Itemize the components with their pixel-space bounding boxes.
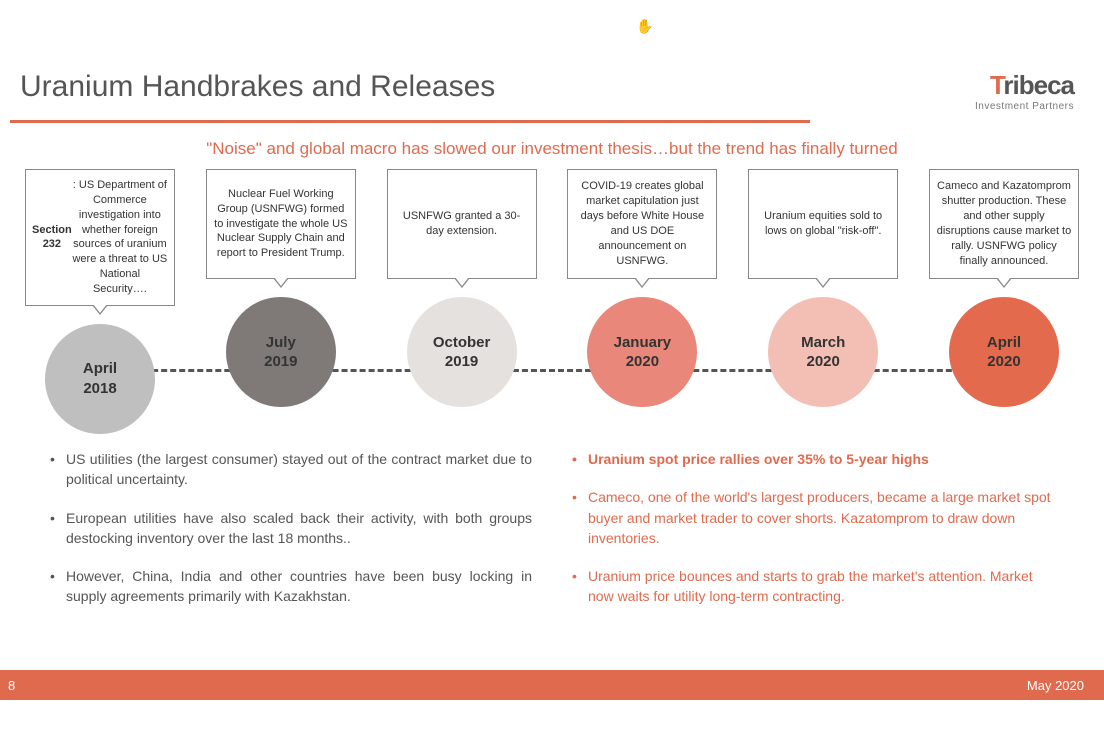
- bullet-item: Uranium price bounces and starts to grab…: [572, 566, 1054, 607]
- event-callout: USNFWG granted a 30- day extension.: [387, 169, 537, 279]
- timeline-event: COVID-19 creates global market capitulat…: [562, 169, 722, 434]
- bullet-item: However, China, India and other countrie…: [50, 566, 532, 607]
- slide: Uranium Handbrakes and Releases Tribeca …: [0, 50, 1104, 700]
- event-month: April: [987, 333, 1021, 353]
- page-number: 8: [8, 678, 15, 693]
- timeline-event: Uranium equities sold to lows on global …: [743, 169, 903, 434]
- event-month: January: [614, 333, 672, 353]
- bullets-row: US utilities (the largest consumer) stay…: [0, 439, 1104, 625]
- event-year: 2019: [264, 352, 297, 372]
- bullet-item: US utilities (the largest consumer) stay…: [50, 449, 532, 490]
- event-callout: Uranium equities sold to lows on global …: [748, 169, 898, 279]
- event-year: 2020: [626, 352, 659, 372]
- logo-accent-letter: T: [990, 70, 1003, 100]
- event-callout: Cameco and Kazatomprom shutter productio…: [929, 169, 1079, 279]
- event-circle: April2018: [45, 324, 155, 434]
- event-circle: March2020: [768, 297, 878, 407]
- logo-tagline: Investment Partners: [975, 101, 1074, 112]
- event-circle: July2019: [226, 297, 336, 407]
- event-year: 2020: [987, 352, 1020, 372]
- brand-logo: Tribeca Investment Partners: [975, 70, 1084, 112]
- bullet-item: European utilities have also scaled back…: [50, 508, 532, 549]
- timeline-event: Cameco and Kazatomprom shutter productio…: [924, 169, 1084, 434]
- bullets-right-col: Uranium spot price rallies over 35% to 5…: [572, 449, 1054, 625]
- timeline-event: Nuclear Fuel Working Group (USNFWG) form…: [201, 169, 361, 434]
- hand-cursor-icon: ✋: [636, 18, 653, 35]
- timeline-events: Section 232: US Department of Commerce i…: [20, 169, 1084, 434]
- event-month: October: [433, 333, 491, 353]
- event-circle: October2019: [407, 297, 517, 407]
- event-callout: Section 232: US Department of Commerce i…: [25, 169, 175, 306]
- slide-footer: 8 May 2020: [0, 670, 1104, 700]
- timeline-event: USNFWG granted a 30- day extension. Octob…: [382, 169, 542, 434]
- footer-date: May 2020: [1027, 678, 1084, 693]
- event-month: March: [801, 333, 845, 353]
- timeline-event: Section 232: US Department of Commerce i…: [20, 169, 180, 434]
- timeline: Section 232: US Department of Commerce i…: [20, 169, 1084, 439]
- title-row: Uranium Handbrakes and Releases Tribeca …: [0, 50, 1104, 112]
- event-circle: January2020: [587, 297, 697, 407]
- bullet-item: Uranium spot price rallies over 35% to 5…: [572, 449, 1054, 469]
- event-callout: COVID-19 creates global market capitulat…: [567, 169, 717, 279]
- event-year: 2018: [83, 379, 116, 399]
- event-callout: Nuclear Fuel Working Group (USNFWG) form…: [206, 169, 356, 279]
- event-month: July: [266, 333, 296, 353]
- bullets-left-col: US utilities (the largest consumer) stay…: [50, 449, 532, 625]
- event-circle: April2020: [949, 297, 1059, 407]
- event-month: April: [83, 359, 117, 379]
- event-year: 2019: [445, 352, 478, 372]
- event-year: 2020: [807, 352, 840, 372]
- page-title: Uranium Handbrakes and Releases: [20, 70, 495, 104]
- logo-rest: ribeca: [1003, 70, 1074, 100]
- title-underline: [10, 120, 810, 123]
- subtitle: "Noise" and global macro has slowed our …: [0, 139, 1104, 159]
- bullet-item: Cameco, one of the world's largest produ…: [572, 487, 1054, 548]
